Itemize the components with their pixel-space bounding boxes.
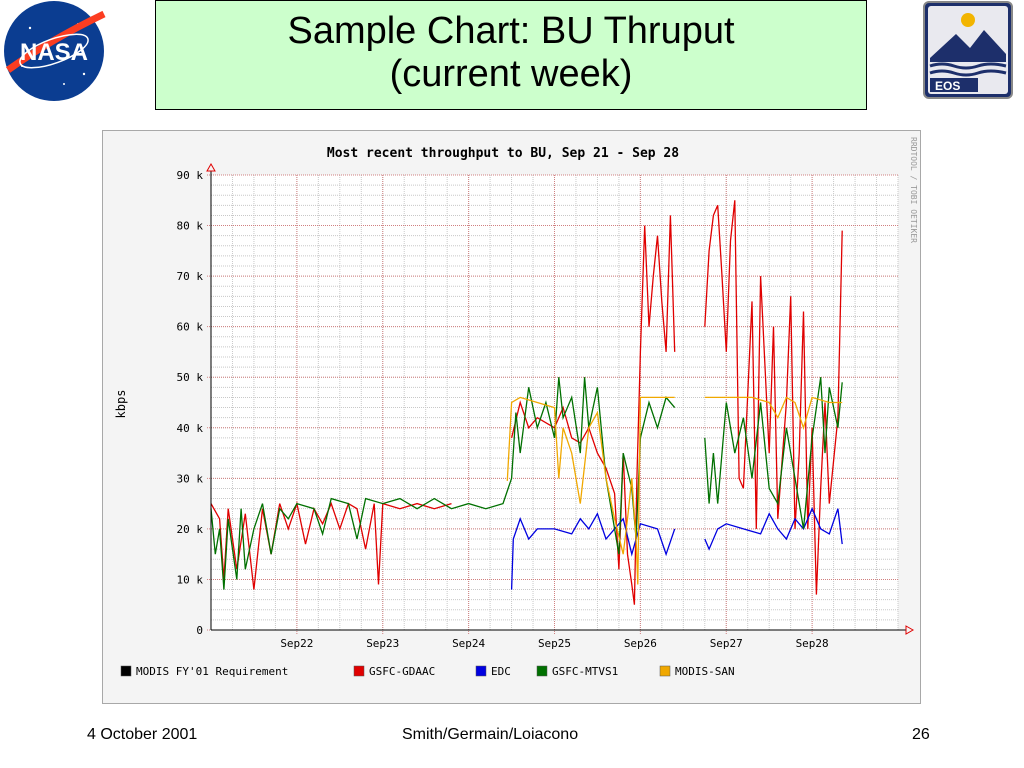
legend-item: EDC bbox=[475, 665, 511, 678]
rrdtool-watermark: RRDTOOL / TOBI OETIKER bbox=[909, 137, 918, 243]
legend-item: MODIS FY'01 Requirement bbox=[120, 665, 288, 678]
y-tick-label: 90 k bbox=[177, 169, 204, 182]
y-tick-labels: 0 10 k 20 k 30 k 40 k 50 k 60 k 70 k 80 k 90 k bbox=[177, 169, 204, 637]
eos-sun-icon bbox=[961, 13, 975, 27]
x-tick-label: Sep23 bbox=[366, 637, 399, 650]
x-tick-label: Sep28 bbox=[796, 637, 829, 650]
footer-authors: Smith/Germain/Loiacono bbox=[402, 726, 579, 743]
nasa-logo: NASA bbox=[4, 1, 106, 101]
eos-logo-text: EOS bbox=[935, 79, 960, 93]
grid-layer bbox=[207, 174, 899, 634]
chart-frame: Most recent throughput to BU, Sep 21 - S… bbox=[102, 130, 921, 704]
legend-label: GSFC-MTVS1 bbox=[552, 665, 618, 678]
x-tick-label: Sep25 bbox=[538, 637, 571, 650]
x-tick-label: Sep22 bbox=[280, 637, 313, 650]
nasa-orbit bbox=[19, 33, 89, 69]
legend-swatch bbox=[120, 665, 132, 677]
throughput-chart: Most recent throughput to BU, Sep 21 - S… bbox=[114, 137, 918, 678]
y-axis-arrow-icon bbox=[206, 162, 216, 172]
x-tick-label: Sep24 bbox=[452, 637, 485, 650]
eos-mountain-icon bbox=[930, 30, 1006, 62]
series-line-modis-san bbox=[506, 396, 843, 585]
chart-title: Most recent throughput to BU, Sep 21 - S… bbox=[327, 146, 679, 161]
x-tick-label: Sep26 bbox=[624, 637, 657, 650]
y-tick-label: 30 k bbox=[177, 472, 204, 485]
y-tick-label: 40 k bbox=[177, 422, 204, 435]
legend-item: GSFC-GDAAC bbox=[353, 665, 435, 678]
legend-swatch bbox=[659, 665, 671, 677]
legend-item: GSFC-MTVS1 bbox=[536, 665, 618, 678]
slide-title: Sample Chart: BU Thruput (current week) bbox=[155, 0, 867, 110]
legend-label: GSFC-GDAAC bbox=[369, 665, 435, 678]
y-tick-label: 0 bbox=[196, 624, 203, 637]
eos-logo: EOS bbox=[923, 1, 1013, 99]
legend-label: MODIS-SAN bbox=[675, 665, 735, 678]
legend-label: EDC bbox=[491, 665, 511, 678]
y-tick-label: 50 k bbox=[177, 371, 204, 384]
y-tick-label: 10 k bbox=[177, 573, 204, 586]
x-tick-label: Sep27 bbox=[710, 637, 743, 650]
series-line-edc bbox=[510, 507, 843, 590]
nasa-logo-text: NASA bbox=[20, 39, 88, 66]
legend-swatch bbox=[353, 665, 365, 677]
legend-swatch bbox=[475, 665, 487, 677]
plot-background bbox=[211, 175, 898, 630]
x-tick-labels: Sep22 Sep23 Sep24 Sep25 Sep26 Sep27 Sep28 bbox=[280, 637, 828, 650]
footer-page-number: 26 bbox=[912, 726, 930, 743]
slide-title-line2: (current week) bbox=[389, 53, 633, 95]
legend: MODIS FY'01 Requirement GSFC-GDAAC EDC GSFC… bbox=[120, 665, 735, 678]
footer-date: 4 October 2001 bbox=[87, 726, 198, 743]
y-tick-label: 70 k bbox=[177, 270, 204, 283]
y-tick-label: 80 k bbox=[177, 220, 204, 233]
x-axis-arrow-icon bbox=[905, 625, 915, 635]
legend-swatch bbox=[536, 665, 548, 677]
y-axis-label: kbps bbox=[114, 390, 128, 419]
slide-title-line1: Sample Chart: BU Thruput bbox=[287, 10, 735, 52]
y-tick-label: 20 k bbox=[177, 523, 204, 536]
legend-label: MODIS FY'01 Requirement bbox=[136, 665, 288, 678]
nasa-vector-swoosh bbox=[5, 10, 106, 73]
y-tick-label: 60 k bbox=[177, 321, 204, 334]
legend-item: MODIS-SAN bbox=[659, 665, 735, 678]
axis-layer bbox=[206, 162, 915, 635]
series-layer bbox=[210, 200, 843, 605]
series-line-gsfc-mtvs1 bbox=[210, 377, 843, 590]
